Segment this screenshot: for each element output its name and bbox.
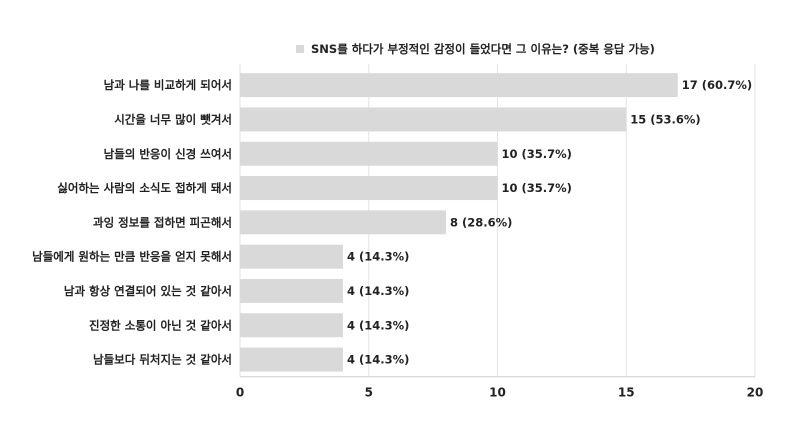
data-label: 4 (14.3%): [347, 318, 409, 332]
data-label: 17 (60.7%): [682, 78, 752, 92]
data-label: 8 (28.6%): [450, 215, 512, 229]
category-label: 과잉 정보를 접하면 피곤해서: [93, 215, 232, 229]
legend-label: SNS를 하다가 부정적인 감정이 들었다면 그 이유는? (중복 응답 가능): [311, 42, 655, 56]
bar: [240, 313, 343, 338]
x-tick-label: 20: [747, 386, 764, 400]
bar: [240, 244, 343, 269]
category-label: 남과 항상 연결되어 있는 것 같아서: [64, 284, 232, 298]
category-label: 싫어하는 사람의 소식도 접하게 돼서: [57, 181, 232, 195]
bar: [240, 107, 627, 132]
x-tick-label: 15: [618, 386, 635, 400]
bar: [240, 73, 678, 98]
bar: [240, 141, 498, 166]
category-label: 남들의 반응이 신경 쓰여서: [104, 147, 232, 161]
chart-legend: SNS를 하다가 부정적인 감정이 들었다면 그 이유는? (중복 응답 가능): [296, 39, 655, 59]
data-label: 10 (35.7%): [502, 147, 572, 161]
data-label: 10 (35.7%): [502, 181, 572, 195]
category-label: 남들에게 원하는 만큼 반응을 얻지 못해서: [32, 250, 232, 264]
category-label: 시간을 너무 많이 뺏겨서: [114, 112, 232, 126]
x-tick-label: 5: [365, 386, 373, 400]
bar: [240, 278, 343, 303]
data-label: 4 (14.3%): [347, 353, 409, 367]
category-label: 남들보다 뒤처지는 것 같아서: [93, 353, 232, 367]
bar: [240, 347, 343, 372]
data-label: 4 (14.3%): [347, 284, 409, 298]
category-label: 남과 나를 비교하게 되어서: [104, 78, 232, 92]
bar: [240, 176, 498, 201]
category-label: 진정한 소통이 아닌 것 같아서: [89, 318, 232, 332]
legend-swatch: [296, 45, 304, 53]
x-tick-label: 10: [489, 386, 506, 400]
x-tick-label: 0: [236, 386, 244, 400]
data-label: 15 (53.6%): [630, 112, 700, 126]
bar: [240, 210, 446, 235]
data-label: 4 (14.3%): [347, 250, 409, 264]
